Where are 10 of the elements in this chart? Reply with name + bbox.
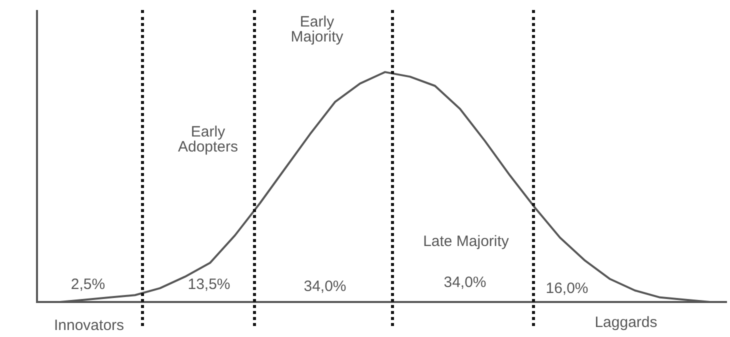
- annotation: 34,0%: [304, 278, 346, 296]
- annotation: 34,0%: [444, 274, 486, 292]
- annotation: 16,0%: [546, 280, 588, 298]
- annotation: Early Adopters: [178, 124, 238, 156]
- text: Early Majority: [290, 14, 344, 46]
- text: Innovators: [54, 317, 124, 334]
- text: Laggards: [594, 314, 658, 332]
- annotation: 2,5%: [70, 276, 106, 294]
- annotation: Late Majority: [423, 233, 510, 250]
- annotation: 13,5%: [188, 276, 230, 294]
